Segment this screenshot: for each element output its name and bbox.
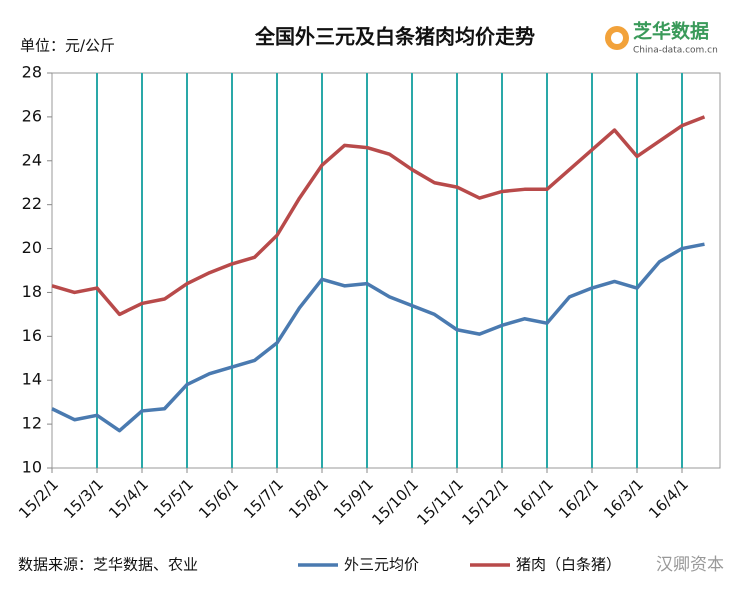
y-tick-label: 20	[22, 238, 42, 257]
logo-name: 芝华数据	[633, 20, 709, 43]
y-tick-label: 14	[22, 370, 42, 389]
legend-label: 外三元均价	[344, 556, 419, 574]
y-tick-label: 28	[22, 63, 42, 82]
plot-area	[51, 72, 721, 469]
logo-icon-inner	[611, 32, 623, 44]
series-line	[51, 242, 705, 433]
y-tick-label: 16	[22, 326, 42, 345]
series-line	[51, 115, 706, 317]
legend-label: 猪肉（白条猪）	[516, 556, 621, 574]
y-tick-label: 24	[22, 150, 42, 169]
y-tick-label: 22	[22, 194, 42, 213]
watermark: 汉卿资本	[656, 555, 724, 575]
y-tick-label: 26	[22, 106, 42, 125]
logo-site: China-data.com.cn	[633, 46, 718, 56]
source: 数据来源：芝华数据、农业	[18, 556, 198, 574]
unit-label: 单位：元/公斤	[20, 37, 115, 55]
y-tick-label: 18	[22, 282, 42, 301]
y-tick-label: 12	[22, 414, 42, 433]
chart-title: 全国外三元及白条猪肉均价走势	[254, 25, 535, 49]
y-tick-label: 10	[22, 458, 42, 477]
logo: 芝华数据 China-data.com.cn	[605, 20, 718, 56]
